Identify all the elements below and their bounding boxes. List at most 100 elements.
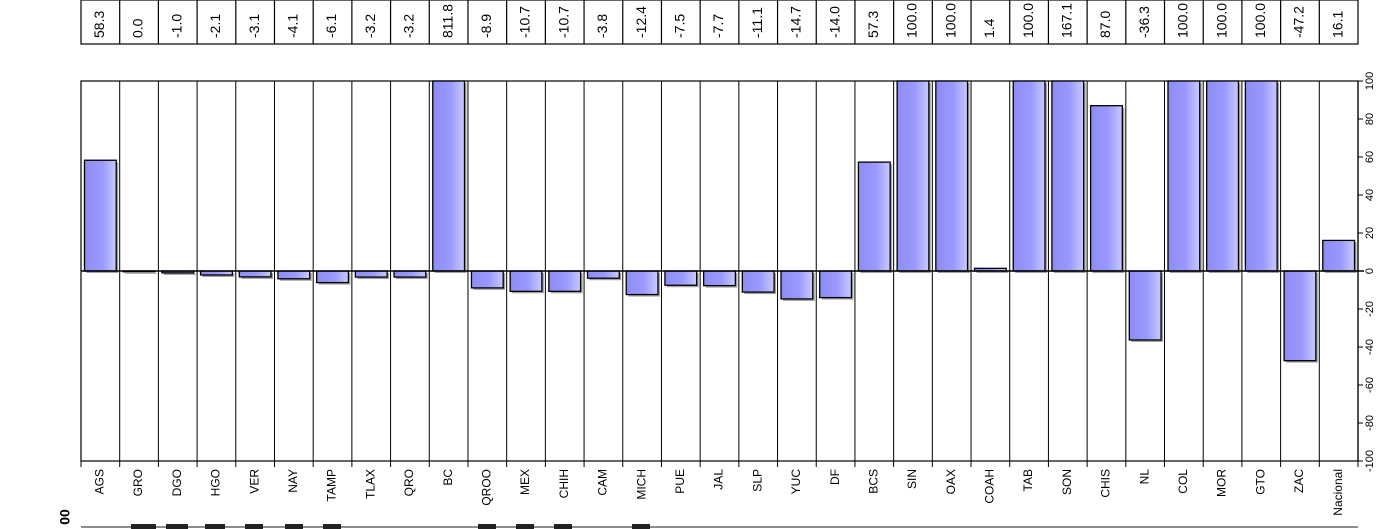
fragment-bar (285, 524, 303, 529)
bar-ver (238, 270, 272, 278)
x-tick-label: GTO (1253, 469, 1267, 495)
x-tick-label: COL (1176, 469, 1190, 494)
x-tick-label: YUC (789, 469, 803, 495)
value-label: -1.0 (168, 14, 184, 38)
bar-tamp (316, 270, 350, 284)
bar-jal (702, 270, 737, 287)
x-tick-label: COAH (983, 469, 997, 504)
value-label: -47.2 (1291, 6, 1307, 38)
value-label: -10.7 (517, 6, 533, 38)
x-axis: AGS GRO DGO HGO VER NAY TAMP TLAX QRO BC QROO MEX CH… (80, 461, 1359, 516)
bar-shadow (163, 273, 196, 275)
x-tick-label: MICH (634, 469, 648, 500)
bar-chis (1089, 105, 1123, 272)
bar-zac (1283, 270, 1317, 362)
bar-bcs (857, 161, 891, 272)
bar-nay (277, 270, 311, 280)
fragment-bar (478, 524, 496, 529)
x-tick-label: NAY (286, 469, 300, 493)
value-label: 100.0 (904, 3, 920, 38)
value-label: -7.5 (672, 14, 688, 38)
bar-tab (1012, 80, 1046, 272)
fragment-bar (516, 524, 534, 529)
x-tick-label: GRO (131, 469, 145, 496)
x-tick-label: CAM (596, 469, 610, 496)
x-tick-label: PUE (673, 469, 687, 494)
y-tick-label: -20 (1364, 301, 1376, 317)
fragment-bar (323, 524, 341, 529)
value-label: -3.2 (401, 14, 417, 38)
value-label: 100.0 (1020, 3, 1036, 38)
y-tick-label: 20 (1364, 227, 1376, 239)
x-tick-label: AGS (93, 469, 107, 494)
x-tick-label: Nacional (1331, 469, 1345, 516)
value-label: -8.9 (478, 14, 494, 38)
x-tick-label: SIN (905, 469, 919, 489)
value-label: 100.0 (1252, 3, 1268, 38)
bar-yuc (780, 270, 814, 300)
bar-oax (935, 80, 969, 272)
value-label: 100.0 (1175, 3, 1191, 38)
fragment-bar (131, 524, 156, 529)
x-tick-label: SLP (750, 469, 764, 492)
value-label: -3.1 (246, 14, 262, 38)
bottom-fragment: 00 (57, 509, 1358, 529)
value-label: 1.4 (981, 18, 997, 38)
value-table-frame (80, 0, 1359, 45)
bar-cam (586, 270, 620, 279)
x-tick-label: QROO (479, 469, 493, 506)
y-tick-label: 0 (1364, 268, 1376, 274)
value-labels-row: 58.3 0.0 -1.0 -2.1 -3.1 -4.1 -6.1 -3.2 -3.2 811.8… (80, 0, 1359, 45)
value-label: -6.1 (323, 14, 339, 38)
value-label: -36.3 (1136, 6, 1152, 38)
x-tick-label: TAMP (325, 469, 339, 501)
fragment-bar (554, 524, 572, 529)
bar-nl (1128, 270, 1162, 341)
value-label: 0.0 (130, 18, 146, 38)
value-label: -10.7 (555, 6, 571, 38)
y-tick-label: -40 (1364, 339, 1376, 355)
x-tick-label: TLAX (363, 469, 377, 499)
bar-tlax (354, 270, 388, 278)
bar-pue (664, 270, 698, 286)
value-label: 58.3 (91, 11, 107, 38)
value-label: -4.1 (285, 14, 301, 38)
value-label: 811.8 (439, 4, 455, 38)
x-tick-label: NL (1137, 469, 1151, 485)
y-tick-label: 60 (1364, 151, 1376, 163)
y-tick-label: 40 (1364, 189, 1376, 201)
x-tick-label: BCS (866, 469, 880, 494)
x-tick-label: TAB (1021, 469, 1035, 491)
bars-group (81, 80, 1364, 363)
value-label: 100.0 (1213, 3, 1229, 38)
x-tick-label: ZAC (1292, 469, 1306, 493)
x-tick-label: DGO (170, 469, 184, 496)
bar-slp (741, 270, 775, 293)
x-tick-label: BC (441, 469, 455, 486)
y-tick-label: 100 (1364, 72, 1376, 90)
value-label: 167.1 (1058, 3, 1074, 38)
bar-df (819, 270, 853, 299)
bar-shadow (125, 273, 157, 274)
value-label: -3.8 (594, 14, 610, 38)
fragment-bar (245, 524, 263, 529)
x-tick-label: DF (828, 469, 842, 485)
bar-mor (1206, 80, 1240, 272)
bar-ags (83, 159, 117, 272)
y-tick-label: -60 (1364, 377, 1376, 393)
fragment-bar (166, 524, 188, 529)
fragment-label: 00 (57, 509, 73, 525)
value-label: 57.3 (865, 11, 881, 38)
x-tick-label: SON (1060, 469, 1074, 495)
bar-gto (1244, 80, 1278, 272)
value-label: 16.1 (1329, 11, 1345, 38)
value-label: -11.1 (749, 7, 765, 38)
fragment-bar (205, 524, 225, 529)
bar-mex (509, 270, 543, 292)
x-tick-label: CHIS (1099, 469, 1113, 498)
bar-qroo (470, 270, 504, 289)
x-tick-label: MEX (518, 469, 532, 495)
value-label: 100.0 (942, 3, 958, 38)
x-tick-label: MOR (1215, 469, 1229, 497)
